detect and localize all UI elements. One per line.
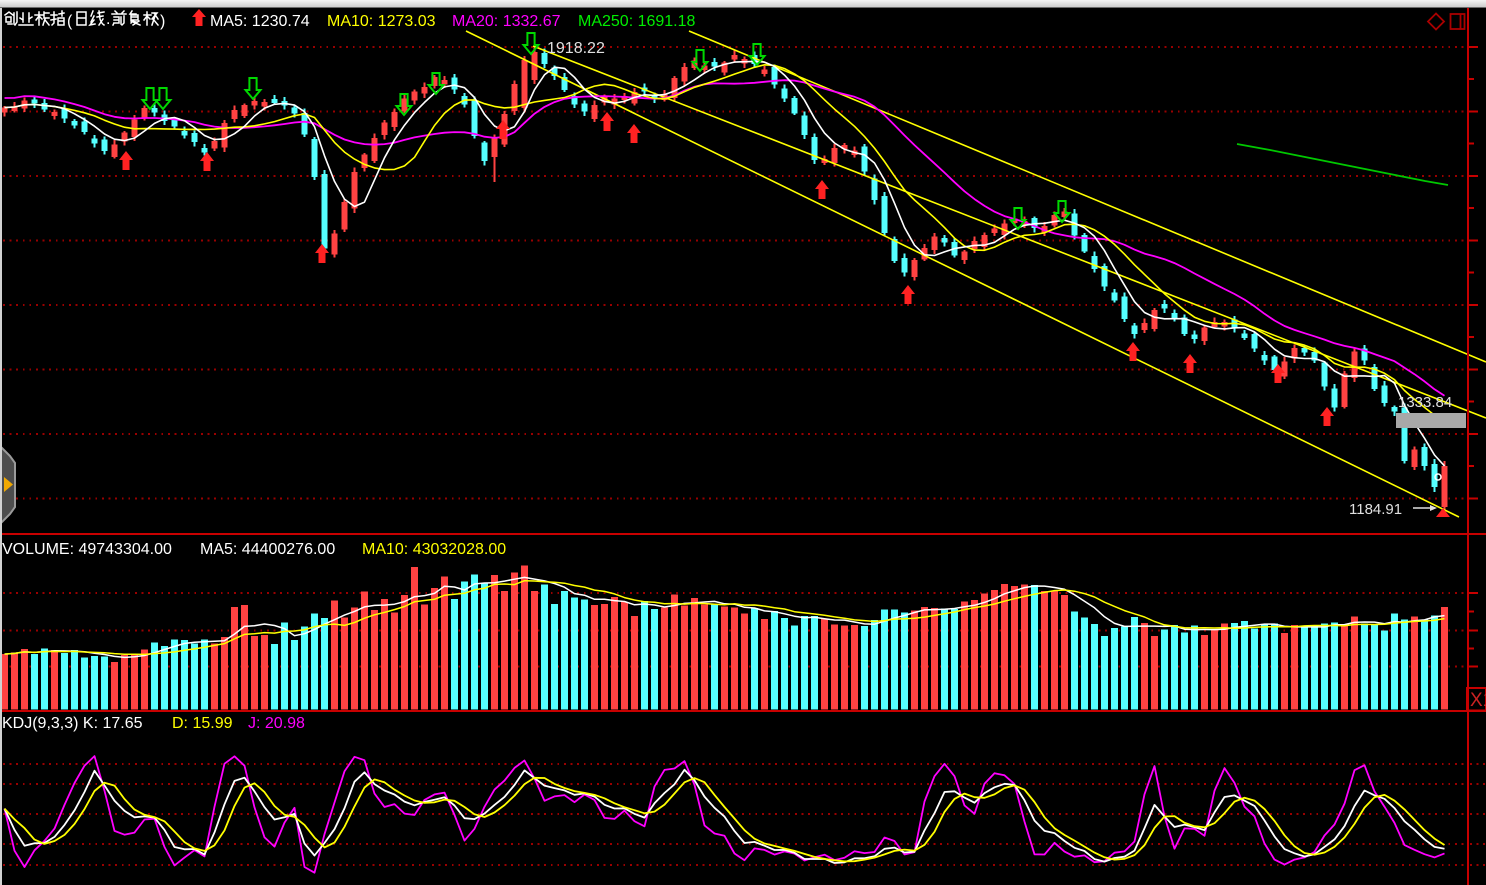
svg-text:(: ( [67,13,73,30]
svg-text:1184.91: 1184.91 [1349,501,1402,518]
svg-text:D: 15.99: D: 15.99 [172,715,233,732]
svg-text:MA20: 1332.67: MA20: 1332.67 [452,13,561,30]
svg-text:1333.84: 1333.84 [1398,394,1452,411]
svg-text:X1: X1 [1470,690,1486,711]
svg-text:MA250: 1691.18: MA250: 1691.18 [578,13,696,30]
svg-text:MA5: 1230.74: MA5: 1230.74 [210,13,310,30]
svg-text:MA5: 44400276.00: MA5: 44400276.00 [200,541,335,558]
svg-text:KDJ(9,3,3) K: 17.65: KDJ(9,3,3) K: 17.65 [2,715,143,732]
svg-text:VOLUME: 49743304.00: VOLUME: 49743304.00 [2,541,172,558]
svg-text:): ) [160,13,165,30]
svg-text:MA10: 1273.03: MA10: 1273.03 [327,13,436,30]
svg-text:J: 20.98: J: 20.98 [248,715,305,732]
svg-text:1918.22: 1918.22 [547,40,605,57]
svg-text:.: . [106,11,110,28]
svg-text:MA10: 43032028.00: MA10: 43032028.00 [362,541,506,558]
